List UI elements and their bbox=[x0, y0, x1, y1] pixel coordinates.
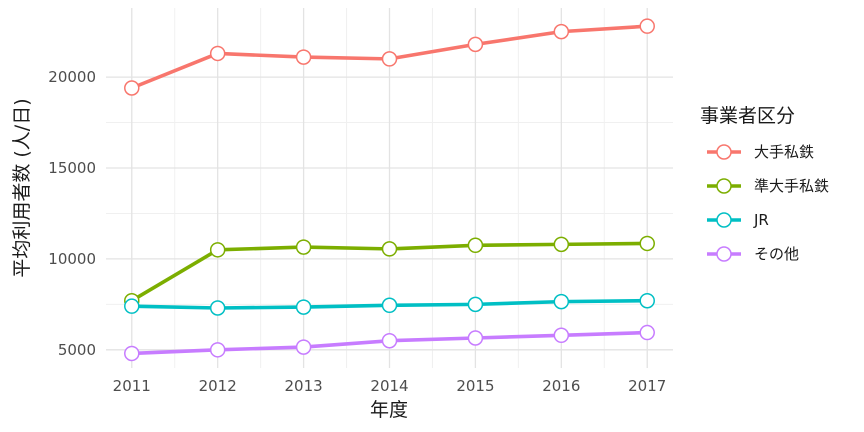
legend-key-point bbox=[716, 246, 732, 262]
legend-label: JR bbox=[753, 211, 769, 229]
y-tick-label: 20000 bbox=[48, 68, 96, 86]
data-point bbox=[553, 23, 570, 40]
data-point bbox=[639, 18, 655, 34]
y-tick-label: 15000 bbox=[48, 159, 96, 177]
legend-label: 準大手私鉄 bbox=[754, 177, 829, 195]
data-point bbox=[209, 342, 226, 358]
data-point bbox=[639, 324, 655, 341]
x-tick-label: 2014 bbox=[370, 377, 408, 395]
series-その他 bbox=[124, 324, 655, 362]
data-point bbox=[124, 80, 140, 96]
legend-item: 準大手私鉄 bbox=[707, 177, 829, 195]
series-準大手私鉄 bbox=[124, 235, 655, 309]
y-tick-label: 10000 bbox=[48, 250, 96, 268]
data-point bbox=[639, 235, 655, 252]
data-point bbox=[209, 300, 226, 316]
data-point bbox=[295, 339, 312, 355]
x-tick-label: 2017 bbox=[628, 377, 666, 395]
legend-item: その他 bbox=[707, 245, 799, 263]
legend-key-point bbox=[716, 212, 732, 228]
data-point bbox=[553, 293, 570, 310]
data-point bbox=[124, 298, 140, 314]
data-point bbox=[639, 292, 655, 309]
x-tick-label: 2012 bbox=[199, 377, 237, 395]
x-axis-title: 年度 bbox=[370, 399, 408, 421]
data-point bbox=[467, 296, 484, 313]
data-point bbox=[295, 299, 312, 315]
data-point bbox=[124, 345, 140, 362]
legend-item: 大手私鉄 bbox=[707, 143, 814, 161]
legend-title: 事業者区分 bbox=[700, 105, 795, 127]
legend-key-point bbox=[716, 144, 732, 160]
series-lines bbox=[124, 18, 655, 362]
data-point bbox=[553, 236, 570, 253]
legend-label: 大手私鉄 bbox=[754, 143, 814, 161]
data-point bbox=[467, 36, 484, 53]
legend-item: JR bbox=[707, 211, 769, 229]
x-tick-label: 2015 bbox=[456, 377, 494, 395]
x-tick-label: 2016 bbox=[542, 377, 580, 395]
y-axis-ticks: 5000 10000 15000 20000 bbox=[48, 68, 96, 359]
data-point bbox=[381, 51, 398, 67]
data-point bbox=[295, 239, 312, 255]
data-point bbox=[381, 332, 398, 349]
legend-label: その他 bbox=[754, 245, 799, 263]
data-point bbox=[209, 242, 226, 258]
data-point bbox=[467, 330, 484, 346]
y-tick-label: 5000 bbox=[58, 341, 96, 359]
legend-key-point bbox=[716, 178, 732, 194]
x-tick-label: 2013 bbox=[284, 377, 322, 395]
series-大手私鉄 bbox=[124, 18, 655, 96]
x-axis-ticks: 2011 2012 2013 2014 2015 2016 2017 bbox=[113, 377, 667, 395]
data-point bbox=[381, 241, 398, 257]
data-point bbox=[381, 297, 398, 314]
x-tick-label: 2011 bbox=[113, 377, 151, 395]
data-point bbox=[467, 237, 484, 254]
data-point bbox=[209, 45, 226, 62]
series-JR bbox=[124, 292, 655, 316]
data-point bbox=[553, 327, 570, 344]
data-point bbox=[295, 49, 312, 65]
y-axis-title: 平均利用者数 (人/日) bbox=[11, 98, 33, 277]
